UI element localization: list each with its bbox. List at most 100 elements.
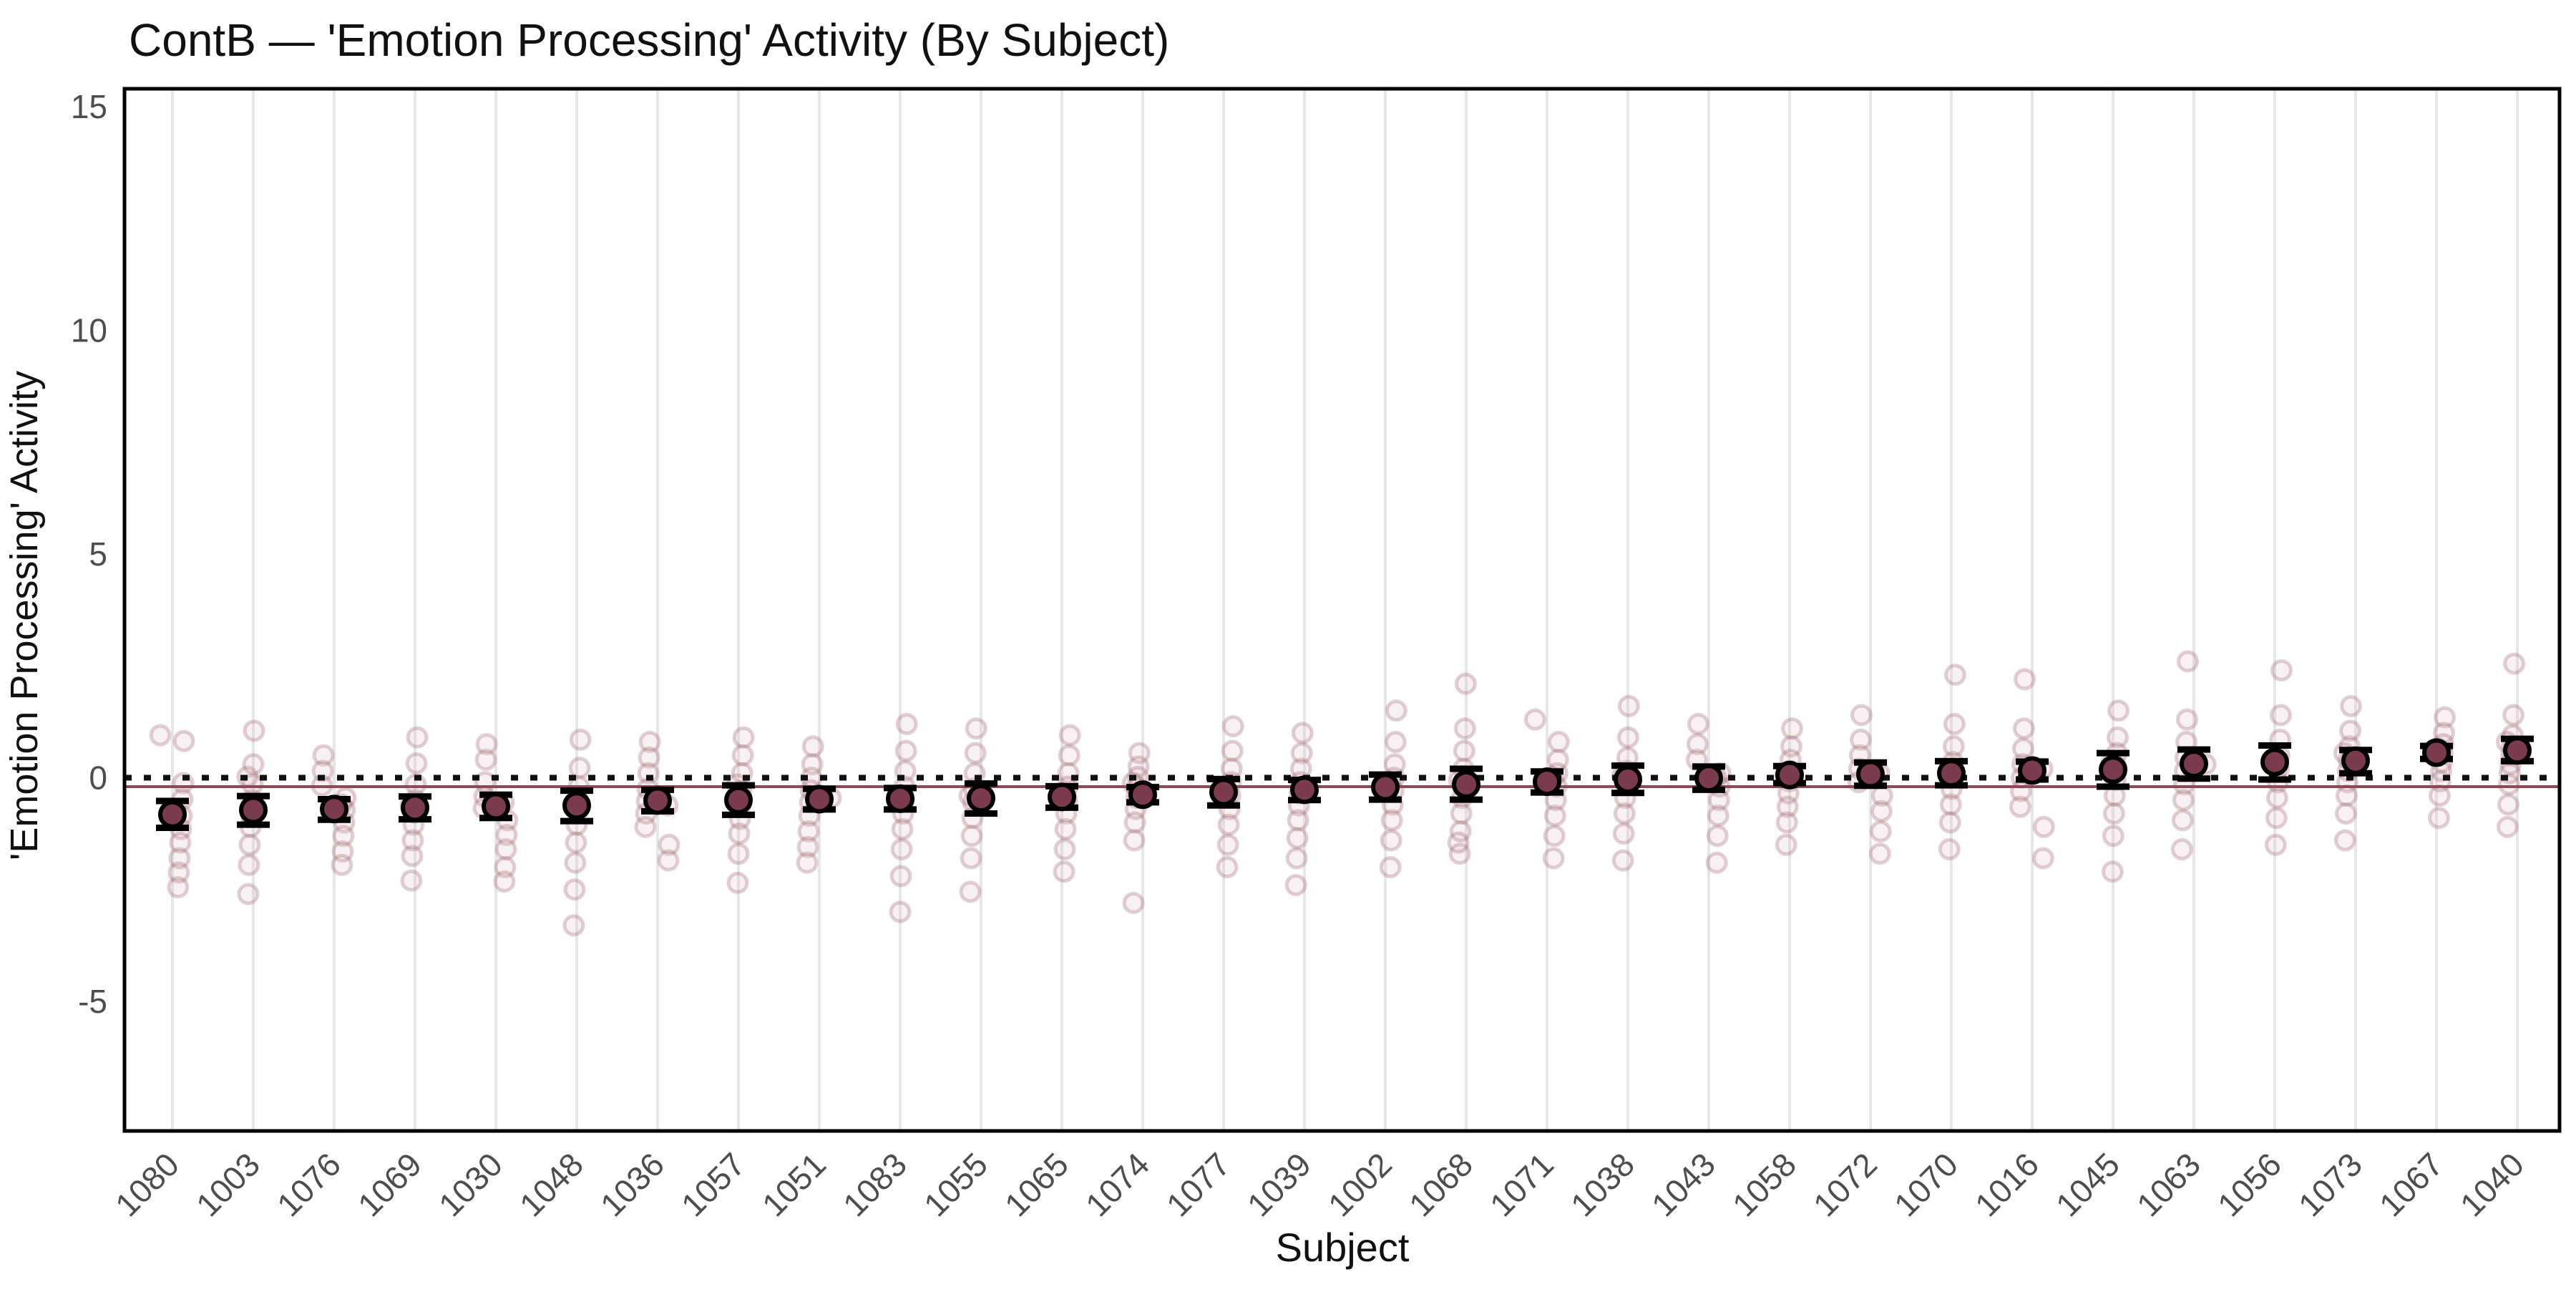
jitter-point [331,853,353,876]
jitter-point [1290,742,1313,764]
jitter-point [1384,731,1407,753]
jitter-point [169,831,192,854]
jitter-point [2102,802,2125,825]
jitter-point [727,842,750,865]
mean-point [158,800,187,829]
jitter-point [1616,726,1639,749]
jitter-point [400,869,423,892]
x-axis-title: Subject [1276,1225,1410,1270]
jitter-point [149,724,172,747]
jitter-point [1287,809,1309,832]
jitter-point [475,733,498,756]
jitter-point [1449,820,1472,842]
jitter-point [1128,742,1151,764]
x-tick-label: 1072 [1806,1145,1884,1223]
jitter-point [728,822,751,845]
mean-point [2180,749,2208,779]
mean-point [967,784,995,813]
jitter-point [2101,860,2124,883]
mean-point [2018,756,2046,785]
jitter-point [889,865,912,888]
jitter-point [2333,829,2356,852]
mean-point [1371,772,1400,802]
x-tick-label: 1056 [2210,1145,2288,1223]
y-tick-label: 0 [89,759,107,797]
jitter-point [405,752,428,774]
y-tick-label: 10 [71,312,107,349]
jitter-point [2265,787,2288,810]
x-axis-tick-labels: 1080 1003 1076 1069 1030 1048 1036 1057 1051 1083… [108,1145,2531,1223]
mean-point [239,795,268,825]
x-tick-label: 1067 [2372,1145,2450,1223]
jitter-point [1058,744,1080,767]
x-tick-label: 1071 [1483,1145,1561,1223]
jitter-point [495,824,518,846]
x-tick-label: 1003 [189,1145,267,1223]
x-tick-label: 1039 [1240,1145,1318,1223]
x-tick-label: 1063 [2129,1145,2207,1223]
jitter-point [1447,831,1470,854]
jitter-point [638,731,661,753]
jitter-point [1053,860,1075,883]
y-axis-title: 'Emotion Processing' Activity [3,371,46,860]
jitter-point [801,753,824,776]
jitter-point [732,726,755,749]
jitter-point [2270,704,2292,727]
jitter-point [964,742,987,764]
x-tick-label: 1038 [1563,1145,1641,1223]
jitter-point [1942,735,1965,758]
jitter-point [1221,715,1244,738]
jitter-point [494,856,517,878]
jitter-point [1122,892,1145,914]
jitter-point [1380,829,1402,852]
subject-means [158,736,2532,829]
mean-point [1775,760,1804,790]
mean-point [2422,738,2451,767]
x-tick-label: 1076 [270,1145,348,1223]
jitter-point [2265,807,2288,830]
jitter-point [2012,717,2035,740]
jitter-point [2013,668,2036,691]
jitter-point [1611,849,1634,872]
jitter-point [2011,737,2034,760]
x-tick-label: 1077 [1159,1145,1237,1223]
jitter-point [1869,820,1892,842]
jitter-point [406,726,429,749]
mean-point [401,793,429,822]
jitter-point [2177,650,2199,673]
jitter-point [796,835,819,858]
jitter-point [1780,735,1802,758]
x-tick-label: 1048 [512,1145,590,1223]
jitter-point [237,883,260,905]
mean-point [482,792,510,821]
jitter-point [2434,706,2457,729]
jitter-point [1687,713,1709,735]
y-axis-tick-labels: -5 0 5 10 15 [71,88,107,1020]
jitter-point [493,870,516,893]
jitter-point [1291,722,1314,744]
jitter-point [565,831,587,854]
mean-point [2503,736,2532,765]
mean-point [562,791,591,820]
jitter-point [401,845,424,868]
jitter-point [889,900,912,923]
jitter-point [634,815,657,838]
jitter-point [474,749,497,771]
jitter-point [2102,825,2124,847]
jitter-point [243,719,265,742]
jitter-point [1775,833,1797,856]
jitter-point [1221,739,1244,762]
jitter-point [331,840,354,863]
jitter-point [168,847,191,870]
jitter-point [1053,838,1076,860]
jitter-point [2502,704,2525,727]
mean-point [1614,765,1642,794]
jitter-point [2175,708,2198,731]
mean-point [2341,746,2370,775]
jitter-point [1543,825,1566,847]
mean-point [1533,767,1561,797]
jitter-point [1385,699,1407,722]
jitter-point [2171,809,2194,832]
